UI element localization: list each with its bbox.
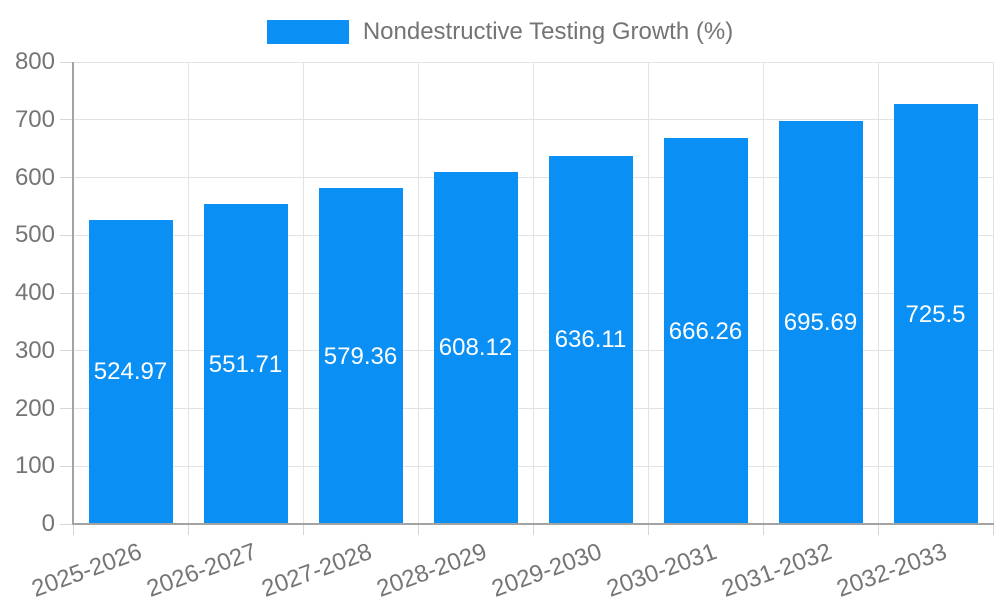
- x-axis-line: [72, 523, 994, 525]
- x-tick-label: 2025-2026: [27, 538, 146, 600]
- bar-value-label: 636.11: [554, 326, 627, 354]
- x-axis-tick: [647, 525, 649, 535]
- y-tick-label: 600: [14, 163, 55, 191]
- gridline-vertical: [762, 62, 764, 524]
- bar-value-label: 579.36: [323, 342, 398, 370]
- y-tick-label: 700: [14, 105, 55, 133]
- gridline-vertical: [302, 62, 304, 524]
- bar-value-label: 695.69: [783, 309, 858, 337]
- y-axis-tick: [60, 234, 73, 236]
- bar-2029-2030[interactable]: [548, 155, 633, 523]
- y-tick-label: 400: [14, 279, 55, 306]
- legend: Nondestructive Testing Growth (%): [0, 20, 1000, 44]
- y-axis-line: [72, 62, 74, 525]
- bar-2027-2028[interactable]: [318, 188, 403, 523]
- legend-item[interactable]: Nondestructive Testing Growth (%): [266, 18, 734, 45]
- bar-value-label: 524.97: [93, 358, 168, 386]
- gridline-vertical: [187, 62, 189, 524]
- bar-value-label: 608.12: [438, 334, 513, 362]
- bar-2025-2026[interactable]: [88, 219, 173, 523]
- gridline-vertical: [417, 62, 419, 524]
- y-axis-tick: [60, 119, 73, 121]
- x-tick-label: 2027-2028: [257, 538, 376, 600]
- y-tick-label: 300: [14, 336, 55, 364]
- y-axis-tick: [60, 292, 73, 294]
- x-axis-tick: [72, 525, 74, 535]
- y-tick-label: 0: [41, 510, 55, 537]
- x-axis-tick: [992, 525, 994, 535]
- bar-2028-2029[interactable]: [433, 171, 518, 523]
- legend-label: Nondestructive Testing Growth (%): [362, 18, 734, 45]
- x-axis-tick: [762, 525, 764, 535]
- y-axis-tick: [60, 465, 73, 467]
- bar-2031-2032[interactable]: [778, 121, 863, 523]
- bar-2026-2027[interactable]: [203, 204, 288, 523]
- bar-2032-2033[interactable]: [893, 104, 978, 523]
- y-tick-label: 800: [14, 48, 55, 75]
- x-tick-label: 2028-2029: [372, 538, 491, 600]
- y-axis-tick: [60, 177, 73, 178]
- x-tick-label: 2031-2032: [717, 538, 836, 600]
- y-tick-label: 200: [14, 394, 55, 422]
- x-tick-label: 2026-2027: [142, 538, 261, 600]
- y-tick-label: 100: [14, 452, 55, 480]
- y-axis-tick: [60, 350, 73, 352]
- x-axis-tick: [877, 525, 879, 535]
- gridline-vertical: [532, 62, 534, 524]
- x-tick-label: 2030-2031: [602, 538, 721, 600]
- x-tick-label: 2029-2030: [487, 538, 606, 600]
- bar-value-label: 551.71: [208, 350, 283, 378]
- y-tick-label: 500: [14, 221, 55, 249]
- gridline-vertical: [877, 62, 879, 524]
- x-tick-label: 2032-2033: [832, 538, 951, 600]
- gridline-vertical: [647, 62, 649, 524]
- bar-value-label: 725.5: [905, 300, 966, 328]
- bar-value-label: 666.26: [668, 317, 743, 345]
- y-axis-tick: [60, 523, 73, 525]
- x-axis-tick: [302, 525, 304, 535]
- gridline-vertical: [992, 62, 994, 524]
- bar-2030-2031[interactable]: [663, 138, 748, 523]
- y-axis-tick: [60, 61, 73, 63]
- x-axis-tick: [532, 525, 534, 535]
- legend-swatch: [266, 20, 349, 44]
- x-axis-tick: [417, 525, 419, 535]
- y-axis-tick: [60, 408, 73, 409]
- x-axis-tick: [187, 525, 189, 535]
